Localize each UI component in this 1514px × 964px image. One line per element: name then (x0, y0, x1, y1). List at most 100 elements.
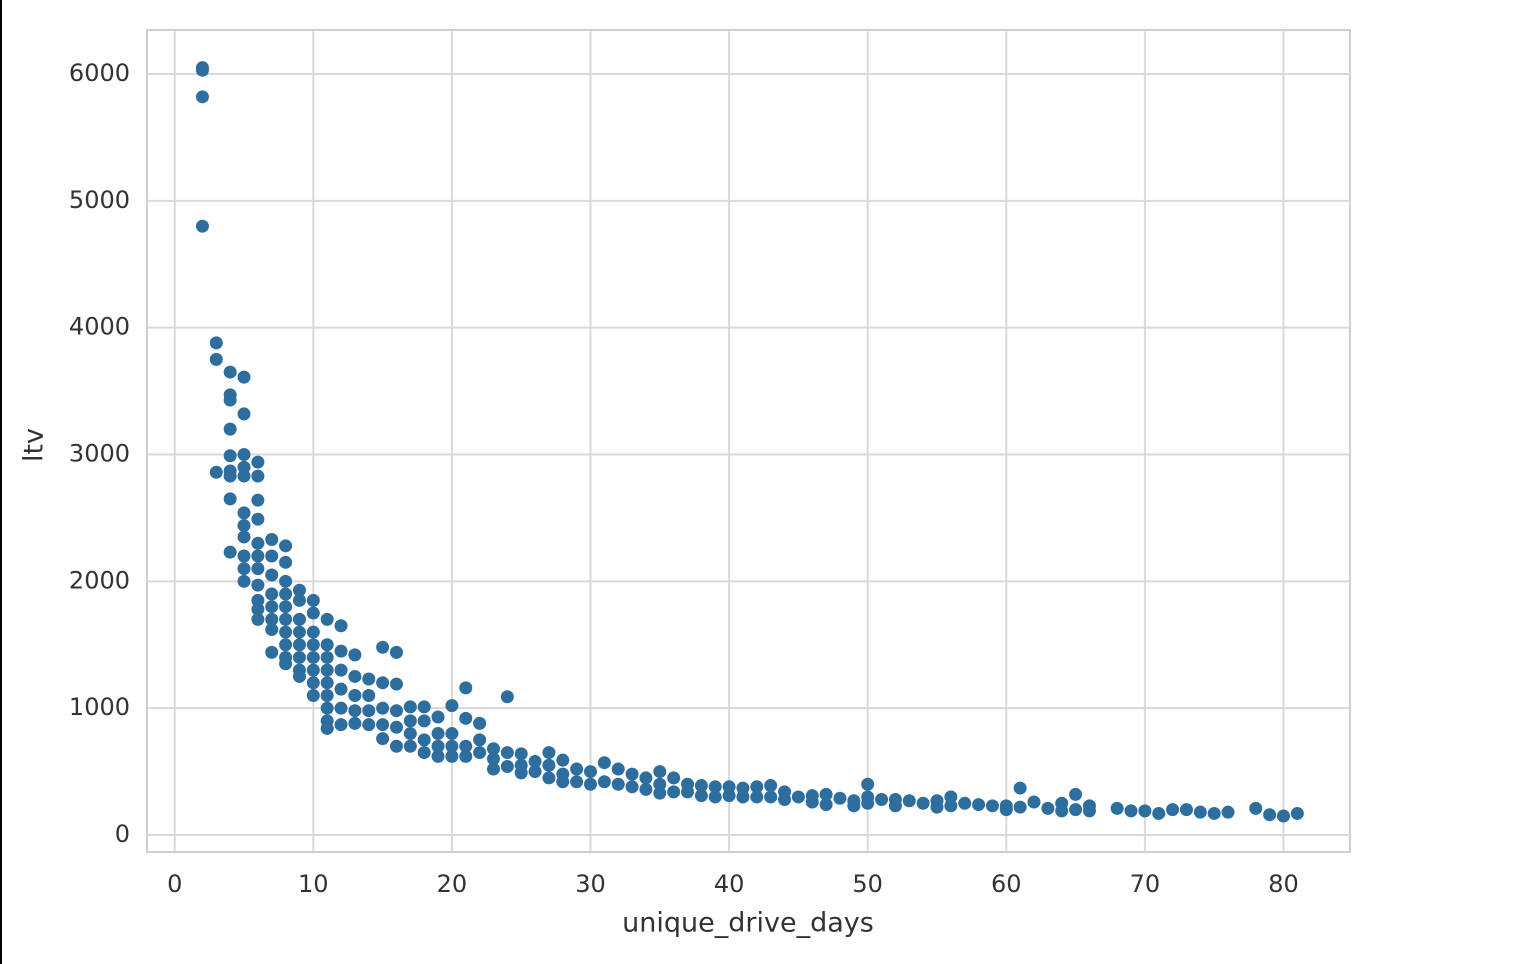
point (445, 749, 459, 763)
point (389, 677, 403, 691)
point (403, 714, 417, 728)
point (320, 638, 334, 652)
point (251, 602, 265, 616)
point (459, 711, 473, 725)
point (279, 625, 293, 639)
y-axis-label: ltv (19, 428, 50, 462)
point (1041, 801, 1055, 815)
point (223, 393, 237, 407)
point (597, 756, 611, 770)
point (251, 512, 265, 526)
point (1013, 781, 1027, 795)
point (279, 574, 293, 588)
point (1249, 801, 1263, 815)
point (999, 803, 1013, 817)
point (681, 785, 695, 799)
point (1013, 800, 1027, 814)
point (764, 790, 778, 804)
point (445, 727, 459, 741)
point (265, 623, 279, 637)
point (320, 721, 334, 735)
point (376, 640, 390, 654)
point (417, 714, 431, 728)
point (265, 532, 279, 546)
point (389, 645, 403, 659)
point (306, 638, 320, 652)
point (486, 742, 500, 756)
point (902, 794, 916, 808)
point (639, 771, 653, 785)
point (972, 798, 986, 812)
point (237, 469, 251, 483)
point (625, 767, 639, 781)
point (306, 625, 320, 639)
point (223, 449, 237, 463)
point (1110, 801, 1124, 815)
point (306, 593, 320, 607)
point (334, 663, 348, 677)
point (334, 701, 348, 715)
point (750, 790, 764, 804)
point (223, 469, 237, 483)
point (542, 758, 556, 772)
point (514, 766, 528, 780)
point (473, 733, 487, 747)
point (1166, 803, 1180, 817)
point (334, 682, 348, 696)
y-tick-label: 5000 (69, 186, 130, 214)
point (362, 688, 376, 702)
point (292, 625, 306, 639)
point (819, 798, 833, 812)
point (348, 704, 362, 718)
y-tick-label: 6000 (69, 59, 130, 87)
point (708, 790, 722, 804)
point (542, 746, 556, 760)
point (403, 739, 417, 753)
x-tick-label: 60 (991, 870, 1022, 898)
point (237, 448, 251, 462)
point (888, 799, 902, 813)
point (1290, 806, 1304, 820)
point (195, 90, 209, 104)
point (306, 663, 320, 677)
point (195, 63, 209, 77)
point (431, 727, 445, 741)
point (1069, 803, 1083, 817)
point (805, 795, 819, 809)
point (348, 716, 362, 730)
point (584, 777, 598, 791)
point (279, 587, 293, 601)
point (292, 638, 306, 652)
y-tick-label: 2000 (69, 566, 130, 594)
x-tick-label: 70 (1130, 870, 1161, 898)
point (819, 787, 833, 801)
point (1221, 805, 1235, 819)
point (1193, 805, 1207, 819)
point (362, 718, 376, 732)
point (306, 606, 320, 620)
point (389, 739, 403, 753)
point (667, 771, 681, 785)
point (417, 700, 431, 714)
point (528, 754, 542, 768)
point (833, 791, 847, 805)
point (223, 365, 237, 379)
point (875, 792, 889, 806)
point (209, 336, 223, 350)
point (1263, 808, 1277, 822)
point (611, 777, 625, 791)
point (556, 753, 570, 767)
point (292, 583, 306, 597)
point (500, 690, 514, 704)
point (778, 792, 792, 806)
point (292, 669, 306, 683)
point (376, 732, 390, 746)
point (237, 407, 251, 421)
point (237, 370, 251, 384)
point (320, 688, 334, 702)
point (251, 612, 265, 626)
point (251, 549, 265, 563)
point (459, 681, 473, 695)
x-tick-label: 30 (575, 870, 606, 898)
point (251, 536, 265, 550)
